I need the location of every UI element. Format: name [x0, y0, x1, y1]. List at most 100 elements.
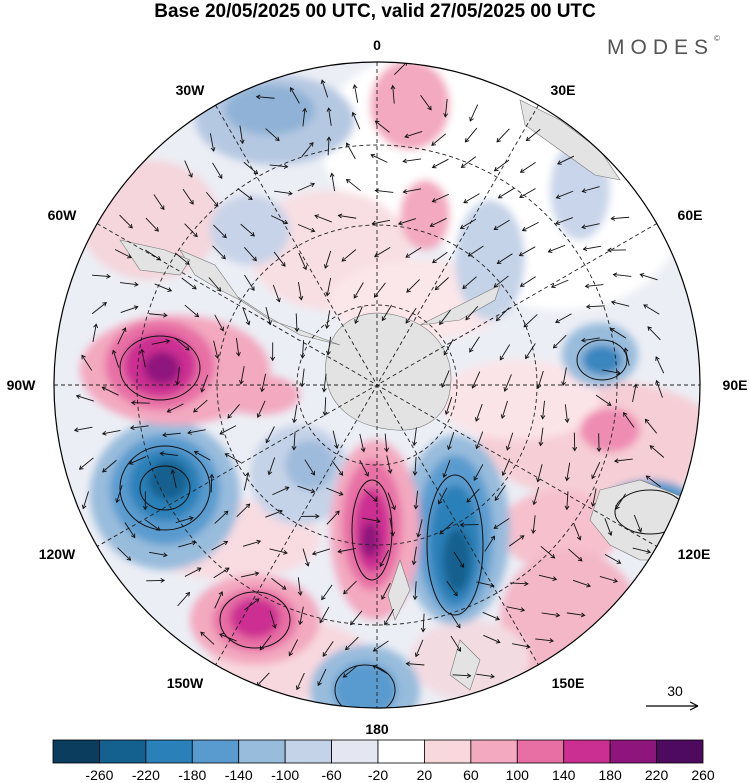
wind-vector-head [239, 139, 245, 145]
wind-vector [293, 404, 298, 423]
wind-vector-head [431, 141, 436, 146]
wind-vector-head [224, 453, 230, 458]
wind-vector-head [352, 84, 358, 89]
wind-vector-head [106, 273, 111, 279]
wind-vector [535, 638, 554, 642]
wind-vector-head [414, 652, 420, 658]
wind-vector-head [536, 477, 541, 483]
wind-vector [359, 433, 365, 452]
wind-vector [256, 672, 270, 687]
wind-vector-head [538, 441, 544, 447]
wind-vector [272, 486, 289, 496]
wind-vector [296, 672, 305, 690]
wind-vector-head [384, 447, 389, 453]
wind-vector-head [322, 652, 327, 657]
wind-vector [566, 612, 585, 616]
wind-vector [162, 432, 181, 436]
colorbar-tick-label: 220 [645, 767, 669, 783]
wind-vector [532, 515, 536, 534]
wind-vector [265, 307, 271, 325]
wind-vector-head [130, 533, 136, 539]
wind-vector [297, 183, 315, 192]
wind-vector [149, 551, 167, 556]
wind-vector-head [441, 382, 446, 388]
wind-vector-head [443, 113, 449, 118]
wind-vector-head [497, 194, 503, 199]
wind-vector-head [646, 549, 652, 554]
wind-vector-head [525, 644, 531, 649]
wind-vector-head [447, 445, 452, 451]
wind-vector-head [405, 661, 411, 667]
wind-vector [290, 87, 300, 104]
wind-vector-head [235, 351, 241, 357]
wind-vector [386, 455, 392, 474]
wind-vector [564, 404, 568, 423]
wind-vector [325, 487, 343, 496]
wind-vector-head [495, 316, 501, 322]
wind-vector [346, 179, 361, 192]
wind-vector [496, 128, 510, 143]
wind-vector-head [555, 318, 560, 324]
wind-vector [435, 277, 449, 290]
wind-vector-head [281, 585, 287, 590]
wind-vector-head [639, 273, 645, 278]
wind-vector [591, 461, 601, 479]
wind-vector-head [364, 471, 369, 477]
wind-vector-head [466, 498, 472, 503]
wind-vector-head [192, 285, 197, 290]
wind-vector [184, 304, 199, 318]
wind-vector-head [390, 531, 395, 537]
wind-vector [225, 453, 242, 464]
wind-vector [387, 492, 396, 510]
wind-vector-head [254, 571, 260, 577]
wind-vector [466, 488, 480, 503]
wind-vector [484, 536, 495, 552]
wind-vector [595, 394, 612, 406]
colorbar-swatch [656, 739, 704, 764]
wind-vector [102, 386, 119, 396]
wind-vector-head [376, 518, 381, 524]
wind-vector-head [320, 79, 326, 85]
wind-vector [235, 337, 240, 356]
wind-vector [174, 338, 190, 351]
wind-vector-head [165, 338, 171, 344]
wind-vector-head [649, 445, 655, 450]
wind-vector [114, 249, 132, 258]
wind-vector-head [102, 302, 107, 307]
wind-vector-head [189, 516, 194, 521]
colorbar-tick-label: -100 [271, 767, 299, 783]
wind-vector-head [645, 475, 651, 480]
wind-vector-head [374, 252, 379, 258]
wind-vector-head [335, 510, 340, 516]
wind-vector-head [322, 411, 328, 417]
wind-vector [81, 355, 93, 371]
wind-vector [213, 340, 219, 359]
wind-vector-head [300, 354, 306, 359]
wind-vector-head [115, 498, 120, 504]
wind-vector [520, 162, 536, 173]
wind-vector [501, 400, 508, 419]
wind-vector [373, 640, 389, 652]
wind-vector-head [222, 233, 227, 239]
wind-vector-head [185, 591, 191, 597]
wind-vector [471, 371, 481, 389]
wind-vector-head [317, 681, 322, 687]
wind-vector [243, 161, 258, 175]
wind-vector-head [552, 343, 558, 349]
wind-vector [611, 216, 630, 220]
wind-vector-head [581, 188, 587, 193]
wind-vector-head [267, 320, 272, 326]
wind-vector [205, 191, 219, 207]
wind-vector [167, 403, 184, 413]
wind-vector [445, 396, 453, 415]
wind-vector-head [523, 322, 529, 328]
lon-label-30e: 30E [551, 82, 576, 98]
wind-vector-head [272, 623, 277, 629]
wind-vector [649, 445, 665, 458]
wind-vector-head [437, 499, 443, 505]
wind-vector-head [270, 356, 276, 362]
wind-vector-head [245, 503, 251, 509]
wind-vector [301, 340, 305, 359]
wind-vector [506, 606, 525, 611]
wind-vector-head [260, 387, 265, 393]
